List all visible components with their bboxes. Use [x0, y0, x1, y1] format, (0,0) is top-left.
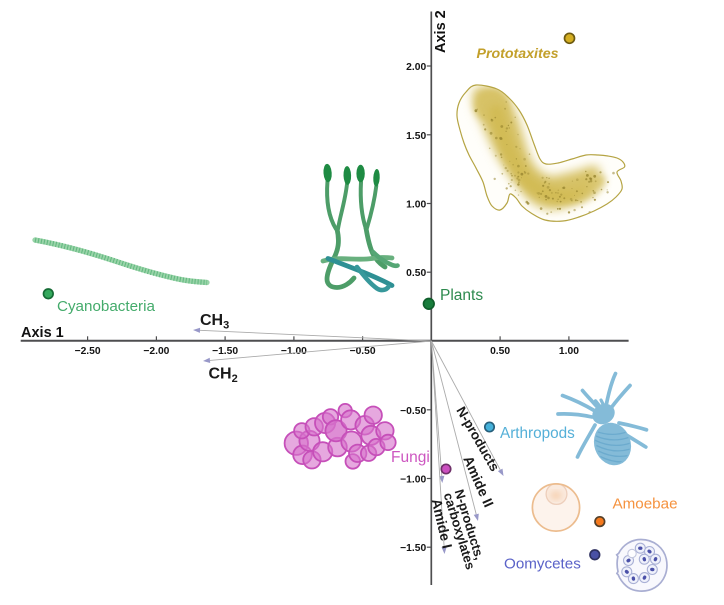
svg-text:−0.50: −0.50: [350, 346, 376, 357]
svg-text:CH2: CH2: [209, 366, 238, 386]
svg-text:Cyanobacteria: Cyanobacteria: [57, 298, 155, 315]
svg-text:−1.00: −1.00: [281, 346, 307, 357]
svg-text:Axis 2: Axis 2: [433, 10, 449, 53]
svg-text:−1.50: −1.50: [212, 346, 238, 357]
svg-text:0.50: 0.50: [490, 346, 510, 357]
svg-text:1.00: 1.00: [406, 200, 426, 211]
svg-text:Prototaxites: Prototaxites: [477, 46, 559, 62]
svg-text:−0.50: −0.50: [400, 406, 426, 417]
svg-text:Plants: Plants: [440, 287, 483, 304]
svg-text:1.50: 1.50: [406, 131, 426, 142]
svg-text:−2.50: −2.50: [75, 346, 101, 357]
svg-text:−2.00: −2.00: [143, 346, 169, 357]
svg-text:CH3: CH3: [200, 312, 229, 332]
svg-text:Arthropods: Arthropods: [500, 425, 575, 442]
svg-text:0.50: 0.50: [406, 268, 426, 279]
svg-text:Oomycetes: Oomycetes: [504, 556, 581, 573]
svg-text:1.00: 1.00: [559, 346, 579, 357]
svg-text:Fungi: Fungi: [391, 449, 430, 466]
svg-text:2.00: 2.00: [406, 62, 426, 73]
svg-text:−1.50: −1.50: [400, 543, 426, 554]
svg-text:−1.00: −1.00: [400, 475, 426, 486]
svg-text:Amoebae: Amoebae: [613, 496, 678, 513]
svg-text:Axis 1: Axis 1: [21, 325, 64, 341]
